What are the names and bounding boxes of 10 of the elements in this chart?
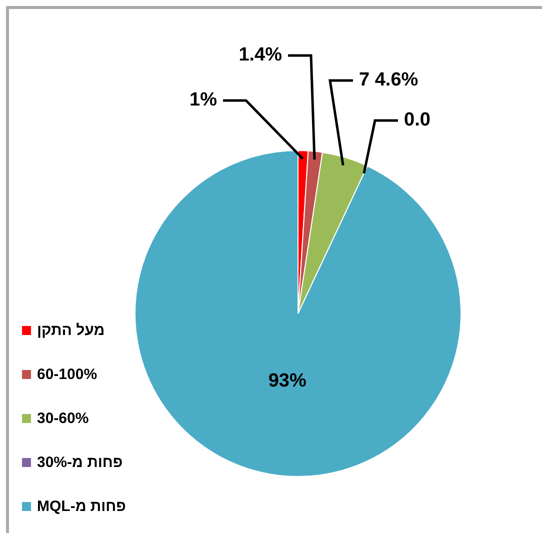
legend-label: 30-60%: [37, 410, 89, 426]
legend-label: 60-100%: [37, 366, 98, 382]
data-label: 7 4.6%: [359, 70, 418, 91]
data-label: 1%: [190, 90, 218, 111]
legend-label: מעל התקן: [37, 322, 105, 338]
legend-label: פחות מ-30%: [37, 454, 123, 470]
data-label: 93%: [268, 370, 306, 392]
legend-label: פחות מ-MQL: [37, 498, 126, 514]
text: 0.0: [404, 110, 430, 131]
data-label: 1.4%: [238, 44, 282, 66]
